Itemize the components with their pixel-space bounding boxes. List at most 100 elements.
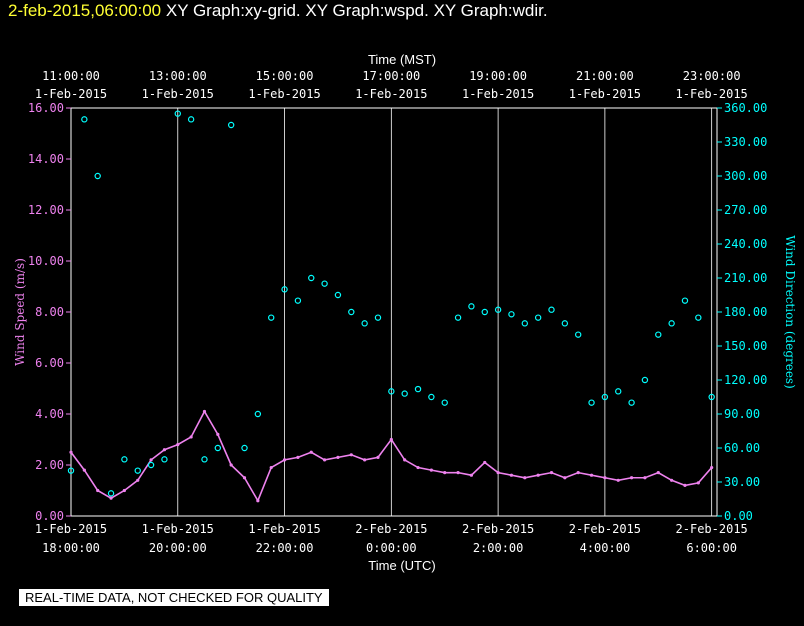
x-tick-label-top-time: 19:00:00 — [469, 69, 527, 83]
plot-frame — [70, 107, 718, 517]
wind-speed-point — [202, 409, 207, 414]
wind-speed-point — [629, 476, 634, 480]
y-right-tick-label: 300.00 — [724, 169, 767, 183]
x-tick-label-top-time: 11:00:00 — [42, 69, 100, 83]
x-tick-label-top-time: 17:00:00 — [362, 69, 420, 83]
wind-speed-point — [282, 458, 287, 462]
wind-speed-point — [149, 458, 153, 462]
wind-direction-point — [388, 388, 395, 395]
wind-direction-point — [227, 121, 235, 129]
y-right-tick-label: 210.00 — [724, 271, 767, 285]
x-tick-label-bottom-date: 1-Feb-2015 — [35, 522, 107, 536]
wind-direction-point — [134, 467, 141, 474]
y-right-tick-label: 330.00 — [724, 135, 767, 149]
wind-speed-point — [336, 455, 340, 459]
wind-speed-point — [363, 458, 367, 462]
y-right-tick-label: 360.00 — [724, 101, 767, 115]
wind-direction-point — [534, 314, 542, 321]
wind-direction-point — [348, 308, 355, 316]
wind-direction-point — [548, 306, 555, 313]
y-left-tick-label: 16.00 — [28, 101, 64, 115]
header: 2-feb-2015,06:00:00 XY Graph:xy-grid. XY… — [8, 1, 548, 21]
x-tick-label-top-date: 1-Feb-2015 — [569, 87, 641, 101]
x-tick-label-top-date: 1-Feb-2015 — [462, 87, 534, 101]
wind-speed-point — [269, 465, 273, 470]
wind-direction-point — [454, 314, 462, 321]
wind-speed-point — [536, 473, 540, 477]
wind-speed-point — [429, 468, 433, 472]
wind-direction-point — [321, 280, 328, 287]
x-tick-label-bottom-date: 1-Feb-2015 — [142, 522, 214, 536]
y-left-tick-label: 8.00 — [35, 305, 64, 319]
wind-speed-point — [122, 488, 126, 493]
x-tick-label-top-date: 1-Feb-2015 — [355, 87, 427, 101]
wind-speed-point — [162, 448, 167, 452]
wind-direction-point — [334, 291, 342, 299]
y-right-tick-label: 90.00 — [724, 407, 760, 421]
wind-direction-point — [468, 303, 475, 310]
x-tick-label-bottom-date: 2-Feb-2015 — [462, 522, 534, 536]
wind-direction-point — [574, 331, 582, 338]
wind-direction-point — [561, 320, 569, 327]
x-tick-label-bottom-time: 22:00:00 — [256, 541, 314, 555]
wind-speed-point — [603, 476, 607, 480]
y-right-tick-label: 30.00 — [724, 475, 760, 489]
x-tick-label-bottom-time: 20:00:00 — [149, 541, 207, 555]
x-tick-label-bottom-time: 4:00:00 — [580, 541, 631, 555]
wind-direction-point — [668, 320, 675, 327]
wind-speed-point — [576, 471, 580, 475]
x-tick-label-bottom-time: 0:00:00 — [366, 541, 417, 555]
wind-direction-point — [268, 314, 275, 321]
wind-speed-point — [109, 496, 113, 500]
x-axis-title-top: Time (MST) — [368, 52, 436, 67]
x-axis-title-bottom: Time (UTC) — [368, 558, 435, 573]
wind-speed-point — [656, 471, 660, 475]
wind-direction-point — [374, 314, 382, 321]
wind-speed-point — [136, 478, 140, 482]
wind-speed-point — [616, 478, 620, 482]
wind-direction-point — [361, 320, 368, 327]
wind-speed-point — [683, 483, 687, 487]
x-tick-label-top-date: 1-Feb-2015 — [676, 87, 748, 101]
wind-direction-point — [441, 399, 448, 406]
wind-speed-point — [256, 499, 260, 503]
x-tick-label-bottom-date: 2-Feb-2015 — [355, 522, 427, 536]
wind-speed-point — [509, 473, 514, 477]
wind-direction-point — [481, 308, 488, 316]
wind-direction-point — [161, 456, 168, 463]
y-left-tick-label: 4.00 — [35, 407, 64, 421]
wind-direction-point — [174, 110, 181, 117]
x-tick-label-bottom-time: 6:00:00 — [686, 541, 737, 555]
wind-speed-point — [523, 476, 527, 480]
wind-direction-point — [695, 314, 702, 321]
wind-speed-point — [69, 450, 73, 454]
x-tick-label-top-time: 21:00:00 — [576, 69, 634, 83]
wind-speed-point — [176, 443, 180, 447]
wind-direction-point — [121, 456, 128, 463]
wind-direction-point — [615, 388, 622, 395]
wind-direction-point — [281, 286, 288, 293]
wind-speed-point — [483, 460, 487, 465]
wind-speed-point — [549, 471, 554, 475]
y-left-tick-label: 0.00 — [35, 509, 64, 523]
wind-speed-point — [710, 465, 714, 470]
wind-speed-point — [443, 471, 447, 475]
wind-speed-point — [696, 481, 700, 485]
wind-speed-point — [322, 458, 327, 462]
y-right-tick-label: 60.00 — [724, 441, 760, 455]
x-tick-label-top-time: 15:00:00 — [256, 69, 314, 83]
wind-direction-point — [708, 393, 715, 401]
wind-speed-point — [349, 453, 353, 457]
wind-direction-point — [508, 311, 515, 318]
wind-direction-point — [521, 320, 529, 327]
x-tick-label-top-date: 1-Feb-2015 — [248, 87, 320, 101]
wind-direction-point — [294, 297, 302, 304]
wind-speed-point — [589, 473, 594, 477]
wind-speed-point — [242, 476, 247, 480]
y-left-tick-label: 14.00 — [28, 152, 64, 166]
wind-direction-point — [81, 116, 88, 123]
wind-speed-point — [456, 471, 460, 475]
wind-direction-point — [494, 306, 502, 313]
wind-speed-point — [229, 463, 233, 467]
